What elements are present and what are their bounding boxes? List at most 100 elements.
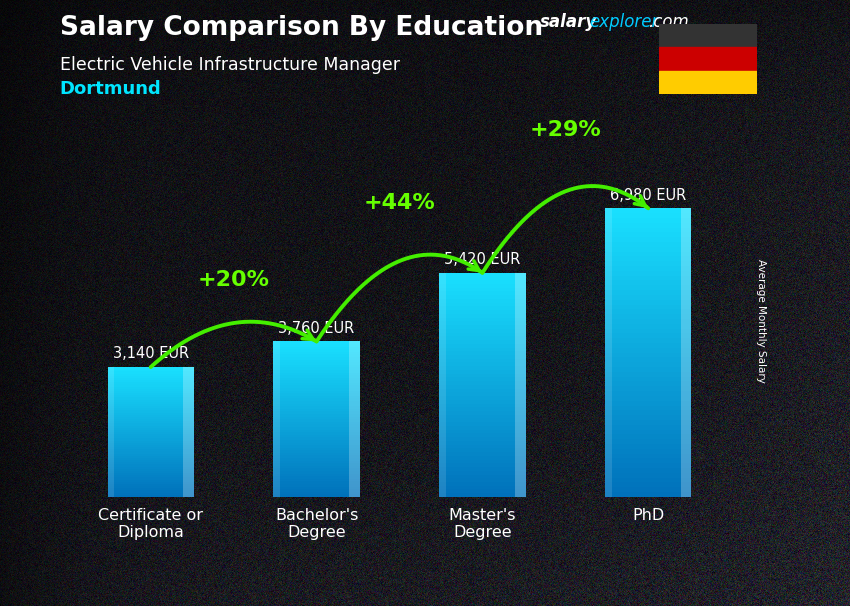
Text: Salary Comparison By Education: Salary Comparison By Education [60,15,542,41]
Bar [274,489,360,491]
Bar [605,405,691,410]
Bar [274,474,360,476]
Bar [274,419,360,422]
Bar [605,473,691,478]
Bar [605,492,691,497]
Bar [439,374,525,378]
Bar [605,309,691,314]
Bar [274,494,360,497]
Bar [108,486,194,488]
Bar [439,407,525,411]
Bar [439,445,525,448]
Bar [274,432,360,435]
Bar [108,376,194,378]
Bar [274,401,360,404]
Bar [274,471,360,474]
Bar [108,449,194,451]
Text: 5,420 EUR: 5,420 EUR [445,252,520,267]
Bar [108,428,194,430]
Bar [439,336,525,340]
Bar [274,352,360,355]
Bar [439,299,525,302]
Bar [274,409,360,411]
Bar [605,362,691,367]
Bar [605,343,691,348]
Bar [108,382,194,384]
Bar [439,344,525,347]
Bar [108,419,194,421]
Bar [439,493,525,497]
Bar [605,449,691,454]
Bar [274,487,360,489]
Bar [108,391,194,393]
Bar [274,414,360,416]
Bar [605,208,691,213]
Bar [108,424,194,425]
Bar [108,404,194,406]
Bar [274,416,360,419]
Bar [108,408,194,410]
Bar [439,325,525,329]
Bar [108,406,194,408]
Bar [274,341,280,497]
Bar [605,468,691,473]
Text: .com: .com [648,13,689,32]
Bar [605,410,691,415]
Bar [274,422,360,424]
Bar [108,430,194,432]
Bar [108,399,194,402]
Bar [274,468,360,471]
Text: 6,980 EUR: 6,980 EUR [610,187,687,202]
Bar [439,486,525,490]
Bar [605,314,691,319]
Bar [108,443,194,445]
Bar [439,456,525,459]
Bar [605,300,691,304]
Bar [108,451,194,454]
Bar [108,369,194,371]
Bar [108,367,194,369]
Bar [439,441,525,445]
Bar [605,276,691,281]
Bar [659,71,756,94]
Bar [274,448,360,450]
Bar [274,466,360,468]
Bar [605,482,691,487]
Bar [439,448,525,452]
Bar [274,424,360,427]
Bar [108,415,194,417]
Bar [108,395,194,398]
Bar [108,378,194,380]
Bar [439,474,525,478]
Bar [439,347,525,351]
Bar [274,367,360,370]
Bar [108,388,194,391]
Bar [605,430,691,435]
Bar [274,359,360,362]
Bar [605,237,691,242]
Bar [274,391,360,393]
Bar [274,456,360,458]
Bar [605,463,691,468]
Bar [108,445,194,447]
Bar [274,481,360,484]
Bar [605,218,691,223]
Bar [439,280,525,284]
Bar [605,435,691,439]
Bar [439,415,525,419]
Bar [274,347,360,349]
Bar [439,378,525,381]
Bar [439,471,525,474]
Text: +29%: +29% [530,120,601,140]
Bar [108,490,194,493]
Bar [274,461,360,463]
Bar [605,319,691,324]
Bar [274,375,360,378]
Bar [274,383,360,385]
Bar [108,484,194,486]
Bar [605,396,691,401]
Bar [439,276,525,280]
Bar [108,393,194,395]
Bar [605,338,691,343]
Bar [274,399,360,401]
